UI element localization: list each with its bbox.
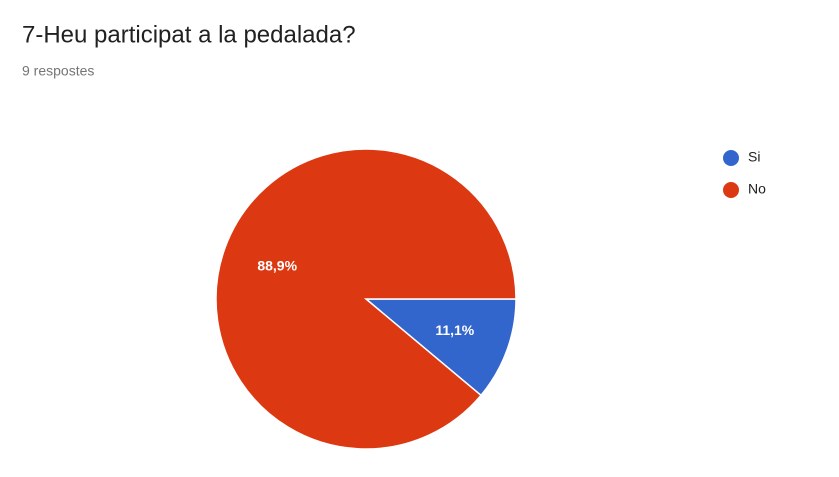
pie-slice [215,148,517,450]
pie-slice [363,298,517,397]
legend-label: Si [748,149,760,165]
chart-title: 7-Heu participat a la pedalada? [22,21,356,48]
legend-marker [723,182,739,198]
slice-label: 88,9% [257,257,297,273]
chart-subtitle: 9 respostes [22,63,94,79]
legend-label: No [748,181,766,197]
legend-marker [723,150,739,166]
slice-label: 11,1% [435,322,474,338]
